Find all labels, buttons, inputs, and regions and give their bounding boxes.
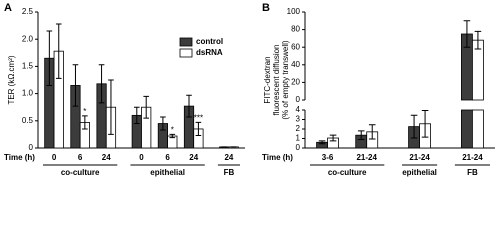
y-tick-label: 2 bbox=[296, 124, 301, 133]
y-tick-label: 2.5 bbox=[22, 7, 34, 16]
x-tick-label: 21-24 bbox=[462, 153, 483, 162]
error-bar bbox=[55, 23, 62, 79]
group-label: co-culture bbox=[328, 168, 367, 177]
x-tick-label: 24 bbox=[224, 153, 233, 162]
error-bar bbox=[186, 94, 192, 118]
panel-label: A bbox=[4, 2, 12, 14]
error-bar bbox=[143, 95, 150, 119]
group-label: co-culture bbox=[61, 168, 100, 177]
error-bar bbox=[474, 30, 482, 50]
x-axis-label: Time (h) bbox=[262, 153, 293, 162]
error-bar bbox=[108, 79, 114, 135]
y-tick-label: 0 bbox=[296, 95, 301, 104]
error-bar bbox=[410, 114, 418, 139]
error-bar bbox=[329, 134, 337, 142]
error-bar bbox=[318, 140, 326, 145]
x-tick-label: 0 bbox=[139, 153, 144, 162]
y-axis-label: FITC-dextran bbox=[263, 56, 272, 103]
y-tick-label: 60 bbox=[291, 42, 300, 51]
group-label: epithelial bbox=[402, 168, 437, 177]
error-bar bbox=[357, 130, 365, 140]
x-tick-label: 0 bbox=[52, 153, 57, 162]
group-label: epithelial bbox=[150, 168, 185, 177]
y-tick-label: 1.0 bbox=[22, 89, 34, 98]
x-tick-label: 21-24 bbox=[409, 153, 430, 162]
legend-swatch bbox=[179, 48, 193, 58]
error-bar bbox=[169, 133, 176, 139]
x-tick-label: 24 bbox=[189, 153, 198, 162]
error-bar bbox=[368, 124, 376, 140]
error-bar bbox=[72, 64, 79, 107]
error-bar bbox=[82, 115, 88, 130]
y-axis-label: fluorescent diffusion bbox=[272, 44, 281, 115]
y-axis-label: TER (kΩ.cm²) bbox=[7, 55, 16, 104]
error-bar bbox=[133, 106, 140, 125]
error-bar bbox=[160, 116, 166, 131]
x-tick-label: 24 bbox=[102, 153, 111, 162]
x-tick-label: 6 bbox=[165, 153, 170, 162]
y-tick-label: 1.5 bbox=[22, 62, 34, 71]
legend-label: control bbox=[196, 37, 223, 46]
y-tick-label: 40 bbox=[291, 60, 300, 69]
y-tick-label: 80 bbox=[291, 25, 300, 34]
x-tick-label: 6 bbox=[78, 153, 83, 162]
y-tick-label: 100 bbox=[287, 7, 301, 16]
x-axis-label: Time (h) bbox=[4, 153, 35, 162]
legend-swatch bbox=[179, 37, 193, 47]
y-tick-label: 1 bbox=[296, 134, 301, 143]
y-tick-label: 2.0 bbox=[22, 34, 34, 43]
x-tick-label: 3-6 bbox=[322, 153, 334, 162]
y-tick-label: 0 bbox=[296, 143, 301, 152]
error-bar bbox=[195, 121, 202, 136]
y-tick-label: 0 bbox=[29, 143, 34, 152]
error-bar bbox=[98, 64, 105, 104]
error-bar bbox=[463, 20, 471, 48]
significance-label: * bbox=[83, 107, 86, 116]
significance-label: * bbox=[171, 126, 174, 135]
group-label: FB bbox=[467, 168, 478, 177]
significance-label: *** bbox=[194, 114, 203, 123]
bar bbox=[461, 109, 473, 149]
y-tick-label: 20 bbox=[291, 78, 300, 87]
panel-label: B bbox=[262, 2, 270, 14]
bar bbox=[472, 109, 484, 149]
legend-label: dsRNA bbox=[196, 48, 223, 57]
group-label: FB bbox=[224, 168, 235, 177]
error-bar bbox=[421, 109, 429, 138]
x-tick-label: 21-24 bbox=[356, 153, 377, 162]
figure: A B 0 0.5 1.0 1.5 2.0 2.5 TER (kΩ.cm²) Time (h)… bbox=[4, 2, 495, 177]
error-bar bbox=[46, 30, 53, 86]
y-tick-label: 4 bbox=[296, 105, 301, 114]
y-axis-label: (% of empty transwell) bbox=[281, 40, 290, 119]
y-tick-label: 3 bbox=[296, 115, 301, 124]
y-tick-label: 0.5 bbox=[22, 116, 34, 125]
